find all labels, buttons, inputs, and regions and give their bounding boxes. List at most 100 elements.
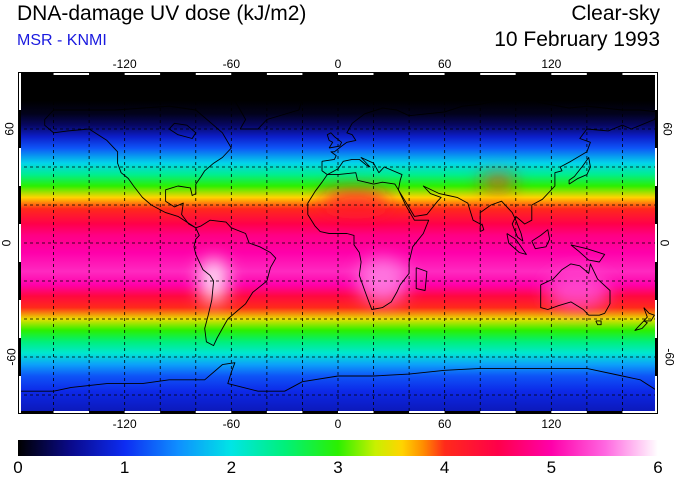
colorbar-label: 4 [439, 458, 450, 477]
coastline-hudson-bay [168, 122, 197, 139]
colorbar-label: 0 [13, 458, 23, 477]
lon-tick-label-top: -120 [112, 57, 137, 71]
frame-segment-left [18, 110, 21, 148]
coastline-madagascar [415, 267, 428, 291]
coastline-new-guinea [570, 244, 606, 263]
hotspot-australia [546, 271, 610, 310]
lon-tick-label-top: -60 [222, 57, 240, 71]
map-title: DNA-damage UV dose (kJ/m2) [17, 2, 307, 25]
frame-segment-top [338, 72, 374, 75]
colorbar [18, 440, 658, 456]
frame-segment-bottom [231, 411, 267, 414]
coastline-new-zealand [643, 307, 655, 322]
frame-segment-left [18, 262, 21, 300]
frame-segment-bottom [480, 411, 516, 414]
coastline-south-america [193, 219, 277, 347]
frame-segment-bottom [515, 411, 552, 414]
lon-tick-label-bottom: 60 [437, 417, 452, 431]
colorbar-label: 2 [226, 458, 237, 477]
frame-segment-left [18, 148, 21, 186]
frame-segment-left [18, 72, 21, 110]
coastline-africa [307, 172, 430, 310]
frame-segment-top [444, 72, 481, 75]
lat-tick-label-left: 0 [0, 239, 14, 247]
frame-segment-right [655, 300, 658, 338]
lon-tick-label-bottom: -120 [112, 417, 137, 431]
hotspot-southern-africa [357, 258, 408, 304]
frame-segment-bottom [53, 411, 90, 414]
colorbar-label: 5 [546, 458, 557, 477]
frame-segment-bottom [373, 411, 410, 414]
lat-tick-label-left: -60 [4, 348, 19, 366]
hotspot-sahara [320, 189, 392, 213]
lat-tick-label-right: 0 [657, 239, 672, 247]
colorbar-label: 1 [119, 458, 130, 477]
colorbar-gradient [18, 440, 658, 456]
lon-tick-label-bottom: 0 [334, 417, 342, 431]
frame-segment-bottom [338, 411, 374, 414]
frame-segment-right [655, 186, 658, 224]
frame-segment-left [18, 224, 21, 262]
source-label: MSR - KNMI [17, 32, 107, 49]
lat-tick-label-right: -60 [662, 348, 677, 366]
frame-segment-left [18, 338, 21, 376]
lon-tick-label-top: 60 [437, 57, 452, 71]
hotspot-tibet [480, 174, 516, 190]
frame-segment-top [515, 72, 552, 75]
frame-segment-right [655, 72, 658, 110]
colorbar-label: 6 [653, 458, 663, 477]
frame-segment-top [302, 72, 338, 75]
frame-segment-top [89, 72, 125, 75]
lon-tick-label-top: 0 [334, 57, 342, 71]
frame-segment-right [655, 148, 658, 186]
frame-segment-top [586, 72, 623, 75]
frame-segment-right [655, 338, 658, 376]
lat-tick-label-right: 60 [660, 122, 675, 136]
map-border [18, 72, 658, 414]
lon-tick-label-top: 120 [541, 57, 562, 71]
frame-segment-bottom [266, 411, 303, 414]
frame-segment-bottom [89, 411, 125, 414]
frame-segment-top [373, 72, 410, 75]
coastline-greenland [230, 86, 303, 130]
lon-tick-label-bottom: 120 [541, 417, 562, 431]
frame-segment-left [18, 300, 21, 338]
frame-segment-top [480, 72, 516, 75]
frame-segment-top [409, 72, 445, 75]
lon-tick-label-bottom: -60 [222, 417, 240, 431]
frame-segment-bottom [124, 411, 161, 414]
frame-segment-bottom [160, 411, 196, 414]
sky-condition-label: Clear-sky [571, 2, 660, 25]
frame-segment-top [124, 72, 161, 75]
frame-segment-bottom [18, 411, 54, 414]
frame-segment-bottom [551, 411, 587, 414]
frame-segment-left [18, 376, 21, 414]
frame-segment-top [231, 72, 267, 75]
frame-segment-bottom [195, 411, 232, 414]
colorbar-label: 3 [333, 458, 343, 477]
frame-segment-top [160, 72, 196, 75]
frame-segment-bottom [409, 411, 445, 414]
coastline-eurasia [321, 94, 658, 242]
coastline-australia [540, 263, 611, 316]
coastline-british-isles [326, 132, 343, 149]
frame-segment-top [18, 72, 54, 75]
frame-segment-top [195, 72, 232, 75]
coastline-tasmania [595, 320, 602, 326]
lat-tick-label-left: 60 [2, 122, 17, 136]
map-panel [18, 72, 658, 414]
frame-segment-bottom [586, 411, 623, 414]
coastline-new-zealand-south [634, 320, 648, 331]
frame-segment-top [622, 72, 658, 75]
frame-segment-top [551, 72, 587, 75]
coastline-north-america [44, 105, 232, 229]
uv-dose-map [18, 72, 658, 414]
coastlines [18, 86, 658, 392]
coastline-japan [568, 157, 591, 185]
frame-segment-bottom [302, 411, 338, 414]
coastline-sumatra [506, 233, 527, 255]
coastline-sri-lanka [479, 223, 485, 232]
frame-segment-right [655, 110, 658, 148]
frame-ticks [18, 72, 658, 414]
frame-segment-bottom [622, 411, 658, 414]
